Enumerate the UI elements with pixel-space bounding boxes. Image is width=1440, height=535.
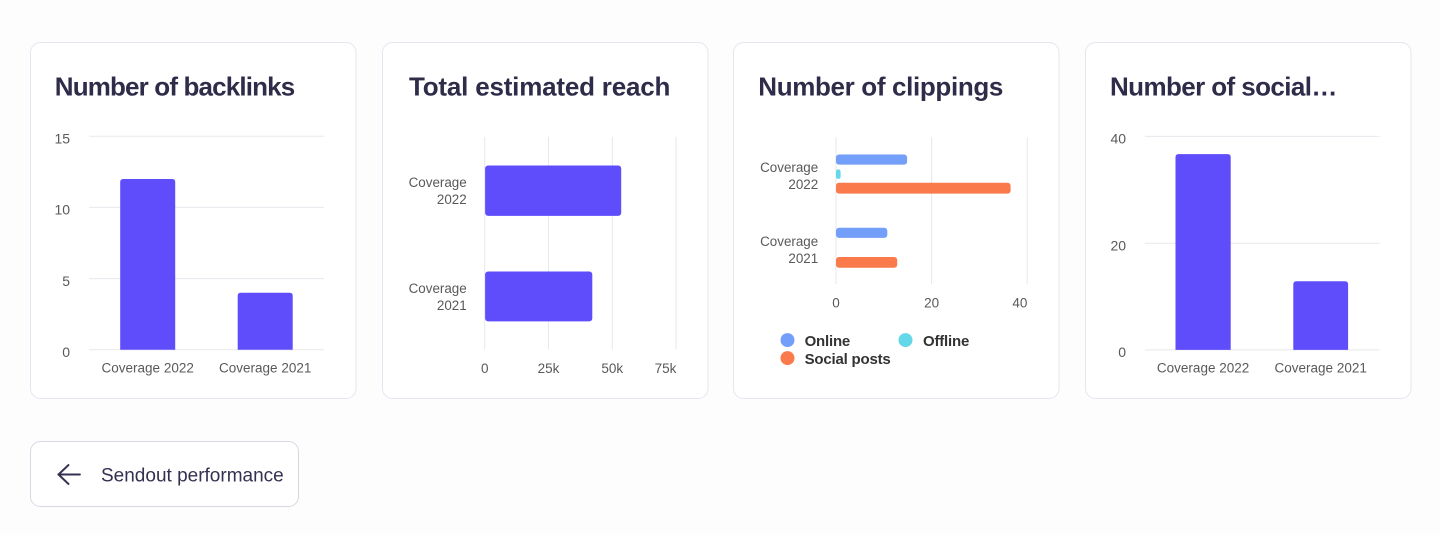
svg-text:Coverage 2021: Coverage 2021 bbox=[1275, 361, 1367, 376]
svg-text:Coverage 2022: Coverage 2022 bbox=[102, 361, 194, 376]
svg-text:0: 0 bbox=[1118, 344, 1126, 360]
svg-text:2021: 2021 bbox=[789, 251, 819, 266]
svg-text:Number of clippings: Number of clippings bbox=[759, 71, 1004, 101]
svg-text:2021: 2021 bbox=[437, 298, 467, 313]
svg-text:Number of social…: Number of social… bbox=[1110, 71, 1337, 101]
svg-text:Total estimated reach: Total estimated reach bbox=[409, 71, 670, 101]
svg-text:2022: 2022 bbox=[789, 177, 819, 192]
svg-text:5: 5 bbox=[62, 273, 70, 289]
svg-text:15: 15 bbox=[55, 131, 71, 147]
svg-text:20: 20 bbox=[1111, 237, 1127, 253]
svg-text:Coverage: Coverage bbox=[408, 281, 466, 296]
svg-text:0: 0 bbox=[62, 344, 70, 360]
svg-text:Online: Online bbox=[805, 333, 850, 350]
svg-text:0: 0 bbox=[833, 295, 841, 310]
svg-text:Number of backlinks: Number of backlinks bbox=[55, 71, 295, 101]
svg-text:Coverage 2022: Coverage 2022 bbox=[1157, 361, 1249, 376]
svg-text:10: 10 bbox=[55, 202, 71, 218]
svg-text:75k: 75k bbox=[654, 361, 676, 376]
svg-text:Coverage: Coverage bbox=[408, 175, 466, 190]
svg-text:Social posts: Social posts bbox=[805, 351, 891, 368]
svg-text:Offline: Offline bbox=[923, 333, 969, 350]
svg-text:40: 40 bbox=[1013, 295, 1028, 310]
svg-text:Sendout performance: Sendout performance bbox=[101, 465, 284, 486]
svg-text:2022: 2022 bbox=[437, 192, 467, 207]
svg-text:0: 0 bbox=[481, 361, 489, 376]
svg-text:50k: 50k bbox=[601, 361, 623, 376]
svg-text:Coverage 2021: Coverage 2021 bbox=[219, 361, 311, 376]
svg-text:Coverage: Coverage bbox=[761, 234, 819, 249]
svg-text:40: 40 bbox=[1111, 131, 1127, 147]
svg-text:Coverage: Coverage bbox=[761, 160, 819, 175]
svg-text:20: 20 bbox=[924, 295, 939, 310]
svg-text:25k: 25k bbox=[537, 361, 559, 376]
